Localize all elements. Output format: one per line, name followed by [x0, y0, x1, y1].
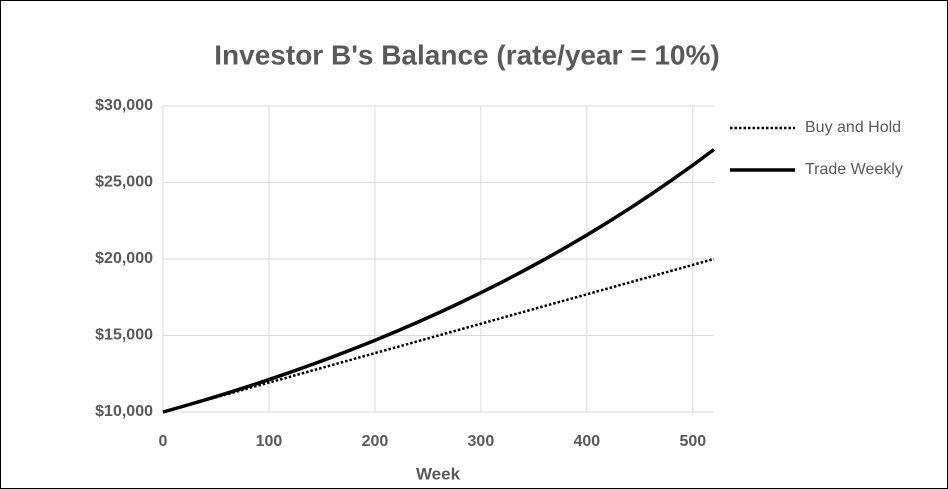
x-tick-label: 200 [362, 433, 389, 450]
chart-title: Investor B's Balance (rate/year = 10%) [214, 39, 719, 70]
series-line [162, 148, 716, 414]
x-tick-label: 100 [256, 433, 283, 450]
legend-label: Trade Weekly [805, 161, 903, 178]
y-tick-label: $20,000 [95, 250, 153, 267]
x-tick-label: 400 [573, 433, 600, 450]
series-line [162, 257, 715, 414]
y-tick-label: $15,000 [95, 327, 153, 344]
legend-label: Buy and Hold [805, 119, 901, 136]
x-tick-label: 500 [679, 433, 706, 450]
y-tick-label: $10,000 [95, 403, 153, 420]
x-tick-label: 300 [468, 433, 495, 450]
y-tick-label: $30,000 [95, 97, 153, 114]
y-tick-label: $25,000 [95, 174, 153, 191]
x-axis-title: Week [416, 464, 461, 483]
x-tick-label: 0 [159, 433, 168, 450]
